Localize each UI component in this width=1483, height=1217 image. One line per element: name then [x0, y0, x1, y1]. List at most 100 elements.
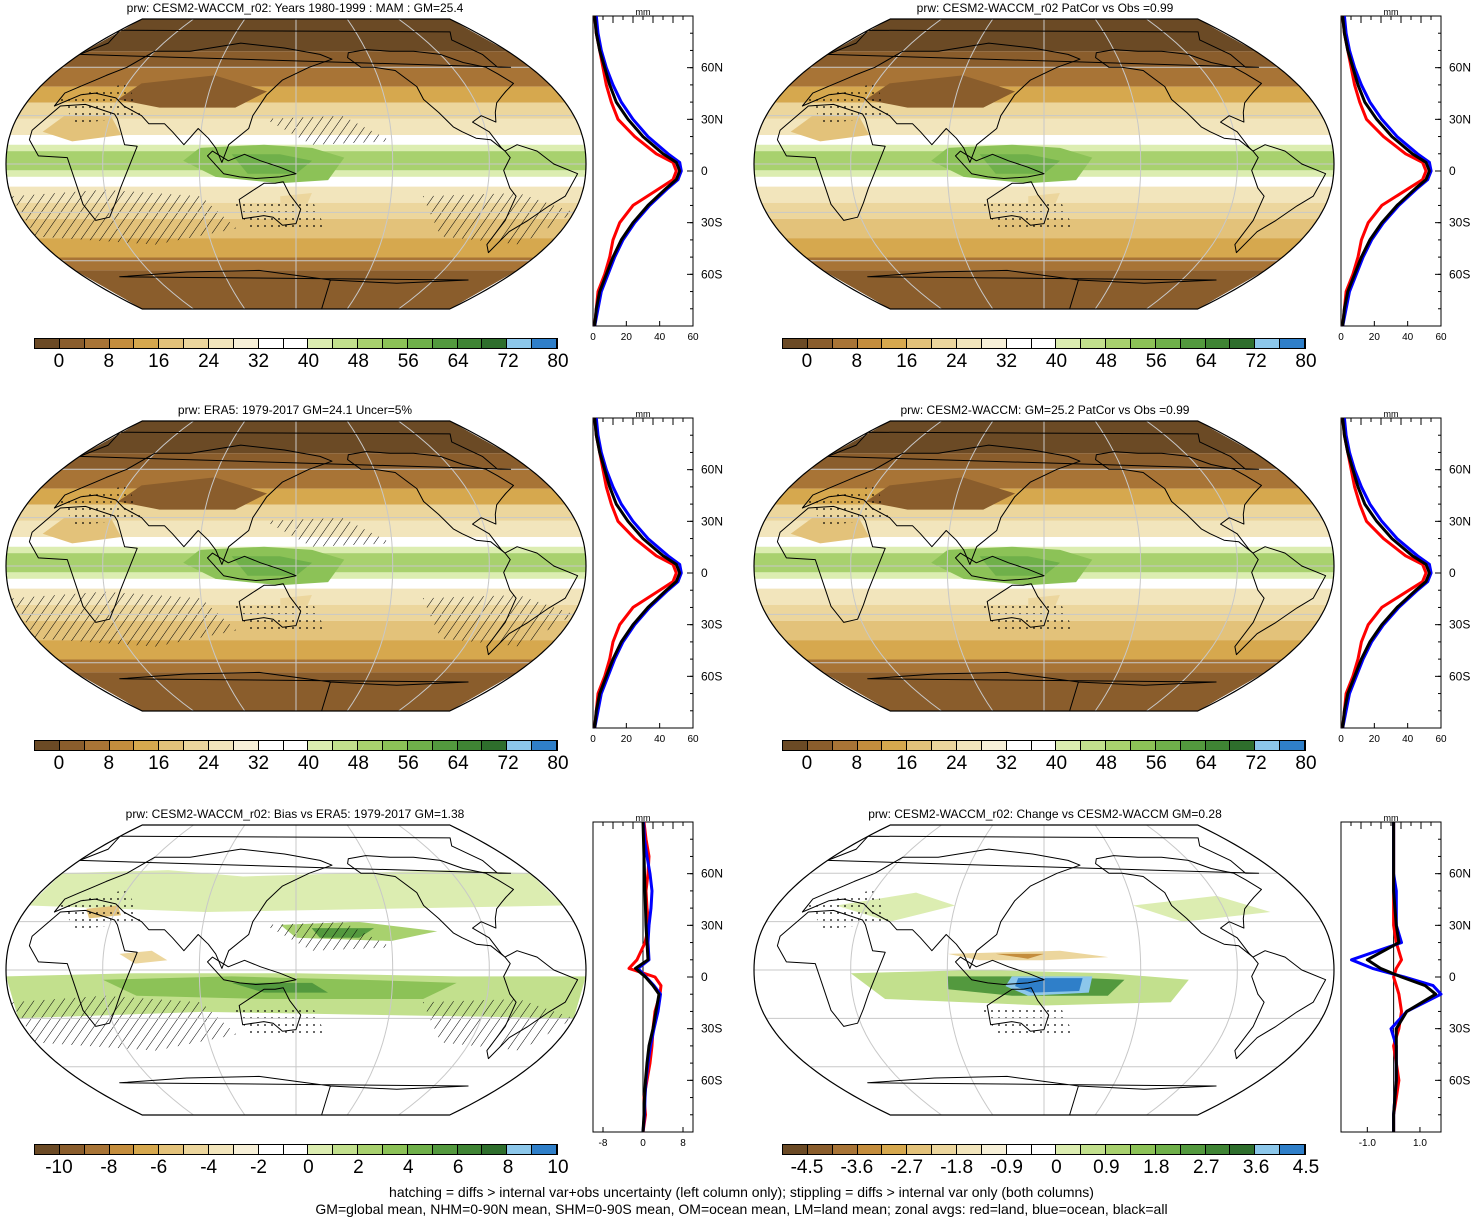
longitude-gridline — [198, 421, 246, 711]
colorbar-4 — [782, 740, 1306, 751]
zonal-lat-label: 60S — [1449, 1073, 1470, 1087]
stippling-region — [233, 199, 326, 232]
colorbar-tick-label: 64 — [1195, 753, 1217, 774]
colorbar-tick-label: 40 — [297, 753, 320, 774]
zonal-lat-label: 0 — [701, 164, 708, 178]
colorbar-swatch — [1280, 1145, 1306, 1154]
colorbar-tick-label: 32 — [995, 753, 1018, 774]
colorbar-swatch — [407, 1145, 433, 1154]
robinson-map — [5, 824, 587, 1116]
zonal-lat-label: 60N — [701, 867, 723, 881]
coastline-namerica — [347, 451, 514, 554]
colorbar-swatch — [407, 339, 433, 348]
colorbar-swatch — [283, 1145, 309, 1154]
colorbar-swatch — [1006, 741, 1032, 750]
colorbar-swatch — [358, 1145, 384, 1154]
colorbar-swatch — [1131, 741, 1156, 750]
colorbar-swatch — [432, 1145, 458, 1154]
coastline-africa — [28, 909, 138, 1027]
colorbar-swatch — [783, 339, 808, 348]
colorbar-swatch — [1106, 1145, 1132, 1154]
colorbar-swatch — [134, 339, 160, 348]
colorbar-swatch — [783, 1145, 808, 1154]
longitude-gridline — [102, 421, 194, 711]
colorbar-tick-label: 0.9 — [1093, 1157, 1120, 1178]
coastline-africa — [28, 103, 138, 221]
map-field — [754, 19, 1334, 309]
colorbar-swatch — [308, 741, 334, 750]
zonal-curve-all — [1365, 822, 1438, 1132]
colorbar-tick-label: 72 — [497, 753, 519, 774]
panel-title: prw: ERA5: 1979-2017 GM=24.1 Uncer=5% — [177, 403, 413, 417]
colorbar-swatch — [907, 1145, 933, 1154]
coastline-indonesia — [207, 552, 297, 581]
stippling-region — [233, 601, 326, 634]
zonal-mean-plot-4: mm 0 20 40 60 60N 30N 0 30S 60S — [1288, 409, 1478, 750]
coastline-samerica — [1234, 546, 1327, 656]
stippling-region — [233, 1005, 326, 1038]
colorbar-tick-label: 80 — [1295, 753, 1317, 774]
map-border — [753, 824, 1335, 1116]
colorbar-swatch — [1255, 741, 1281, 750]
colorbar-swatch — [258, 339, 284, 348]
field-blob — [119, 950, 168, 964]
colorbar-swatch — [432, 741, 458, 750]
footer-note-2: GM=global mean, NHM=0-90N mean, SHM=0-90… — [315, 1201, 1168, 1217]
colorbar-tick-label: 56 — [1145, 753, 1167, 774]
zonal-lat-label: 0 — [1449, 970, 1456, 984]
colorbar-swatch — [333, 339, 359, 348]
zonal-lat-label: 60N — [1449, 867, 1471, 881]
panel-title: prw: CESM2-WACCM_r02 PatCor vs Obs =0.99 — [916, 1, 1174, 15]
longitude-gridline — [850, 421, 942, 711]
coastline-namerica — [1095, 451, 1262, 554]
map-border — [5, 18, 587, 310]
colorbar-swatch — [807, 741, 833, 750]
zonal-lat-label: 0 — [701, 566, 708, 580]
hatching-region — [422, 193, 574, 245]
colorbar-tick-label: 6 — [452, 1157, 464, 1178]
colorbar-swatch — [383, 741, 408, 750]
colorbar-3 — [34, 740, 558, 751]
zonal-lat-label: 0 — [701, 970, 708, 984]
colorbar-tick-label: 80 — [547, 351, 569, 372]
zonal-lat-label: 60S — [1449, 267, 1470, 281]
colorbar-swatch — [932, 339, 958, 348]
colorbar-tick-label: 2 — [353, 1157, 364, 1178]
zonal-curve-land — [1341, 417, 1428, 729]
zonal-curve-ocean — [593, 15, 683, 327]
longitude-gridline — [102, 19, 194, 309]
zonal-x-tick-label: -1.0 — [1359, 1138, 1377, 1149]
zonal-lat-label: 60S — [701, 267, 722, 281]
zonal-lat-label: 60N — [701, 463, 723, 477]
colorbar-tick-label: -4.5 — [790, 1157, 824, 1178]
colorbar-swatch — [432, 339, 458, 348]
colorbar-swatch — [383, 1145, 408, 1154]
zonal-x-tick-label: 40 — [654, 734, 666, 745]
zonal-x-tick-label: 40 — [1402, 332, 1414, 343]
colorbar-tick-label: 56 — [397, 351, 419, 372]
colorbar-tick-label: -8 — [100, 1157, 118, 1178]
zonal-x-tick-label: 0 — [640, 1138, 646, 1149]
colorbar-swatch — [832, 1145, 858, 1154]
colorbar-swatch — [1056, 339, 1082, 348]
colorbar-tick-label: 80 — [1295, 351, 1317, 372]
colorbar-tick-label: 32 — [247, 351, 270, 372]
stippling-region — [806, 889, 890, 930]
zonal-lat-label: 30N — [701, 918, 723, 932]
colorbar-swatch — [482, 741, 508, 750]
colorbar-tick-label: 24 — [198, 753, 220, 774]
colorbar-swatch — [457, 1145, 483, 1154]
coastline-samerica — [486, 950, 579, 1060]
colorbar-swatch — [184, 1145, 210, 1154]
coastline-indonesia — [955, 150, 1045, 179]
longitude-gridline — [398, 825, 490, 1115]
longitude-gridline — [850, 825, 942, 1115]
zonal-x-tick-label: 60 — [687, 734, 699, 745]
colorbar-swatch — [857, 1145, 883, 1154]
colorbar-tick-label: 0 — [801, 753, 813, 774]
coastline-australia — [986, 181, 1050, 226]
zonal-lat-label: 30S — [701, 1022, 722, 1036]
colorbar-tick-label: 40 — [1045, 753, 1068, 774]
colorbar-tick-label: -0.9 — [990, 1157, 1023, 1178]
field-blob — [1133, 895, 1271, 922]
